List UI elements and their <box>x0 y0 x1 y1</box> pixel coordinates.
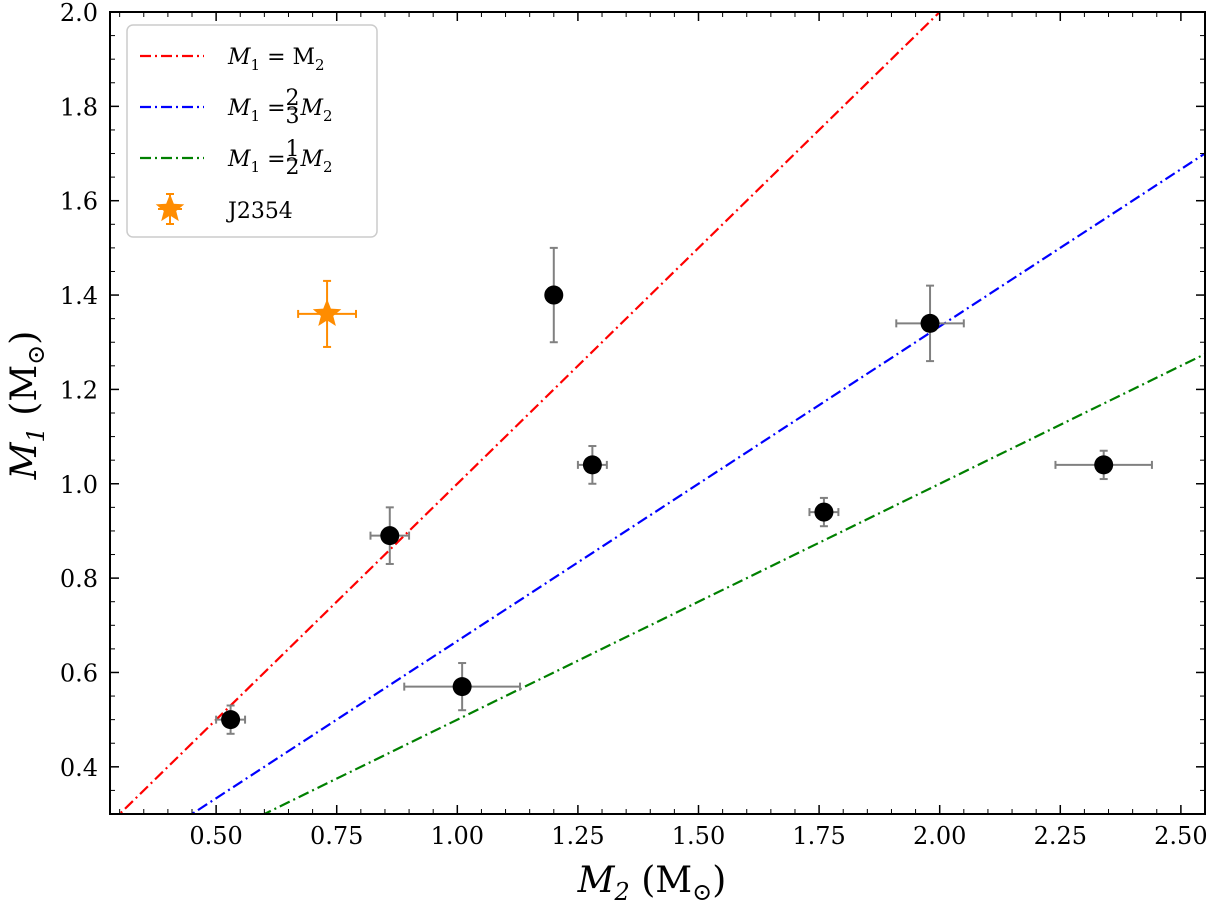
y-tick-label: 1.2 <box>60 376 98 404</box>
y-tick-label: 0.8 <box>60 565 98 593</box>
legend-entry-j2354: J2354 <box>155 193 293 225</box>
legend-label-3: M1 = <box>227 147 286 176</box>
y-tick-label: 2.0 <box>60 0 98 27</box>
reference-line-1 <box>118 12 942 814</box>
point-marker <box>380 526 400 546</box>
y-axis-label: M1 (M⊙) <box>4 331 50 481</box>
y-tick-label: 0.6 <box>60 659 98 687</box>
data-point-1 <box>215 704 247 735</box>
x-tick-label: 2.50 <box>1154 822 1207 850</box>
data-points <box>215 246 1153 735</box>
legend-box <box>126 24 378 238</box>
x-tick-label: 1.00 <box>431 822 484 850</box>
data-point-3 <box>403 662 522 712</box>
y-tick-label: 1.4 <box>60 282 98 310</box>
point-marker <box>221 710 241 730</box>
data-point-8 <box>1054 449 1153 481</box>
reference-line-2 <box>189 152 1205 814</box>
x-tick-label: 1.75 <box>792 822 845 850</box>
y-tick-label: 1.0 <box>60 471 98 499</box>
legend-label-tail-2: M2 <box>300 96 333 125</box>
legend-label-tail-3: M2 <box>300 147 333 176</box>
x-tick-label: 2.00 <box>913 822 966 850</box>
point-marker <box>544 285 564 305</box>
point-marker <box>920 313 940 333</box>
x-axis-label: M2 (M⊙) <box>577 860 727 905</box>
axis-ticks: 0.50 0.75 1.00 1.25 1.50 1.75 2.00 2.25 2.50 0.4 0… <box>60 0 1208 850</box>
x-tick-label: 1.25 <box>551 822 604 850</box>
x-tick-label: 0.75 <box>310 822 363 850</box>
reference-line-3 <box>261 353 1205 814</box>
x-tick-label: 2.25 <box>1034 822 1087 850</box>
legend-label-2: M1 = <box>227 96 286 125</box>
point-marker <box>1094 455 1114 475</box>
point-marker <box>814 502 834 522</box>
x-tick-label: 0.50 <box>189 822 242 850</box>
data-point-4 <box>544 246 564 344</box>
legend-fraction-denominator: 3 <box>286 104 300 129</box>
data-point-7 <box>895 284 965 363</box>
legend-star-icon <box>155 194 185 222</box>
legend-fraction-numerator: 1 <box>286 137 300 162</box>
highlight-point-j2354 <box>297 279 358 348</box>
legend-fraction-denominator: 2 <box>286 155 300 180</box>
point-marker <box>452 677 472 697</box>
data-point-5 <box>576 445 608 485</box>
y-tick-label: 1.6 <box>60 188 98 216</box>
legend-label-1: M1 = M2 <box>227 45 325 74</box>
legend-fraction-numerator: 2 <box>286 86 300 111</box>
data-point-2 <box>369 506 411 565</box>
y-tick-label: 0.4 <box>60 754 98 782</box>
x-tick-label: 1.50 <box>672 822 725 850</box>
data-point-6 <box>808 496 840 528</box>
y-tick-label: 1.8 <box>60 93 98 121</box>
reference-lines <box>118 12 1205 814</box>
star-marker <box>312 298 342 327</box>
point-marker <box>582 455 602 475</box>
legend-label-j2354: J2354 <box>226 199 293 224</box>
